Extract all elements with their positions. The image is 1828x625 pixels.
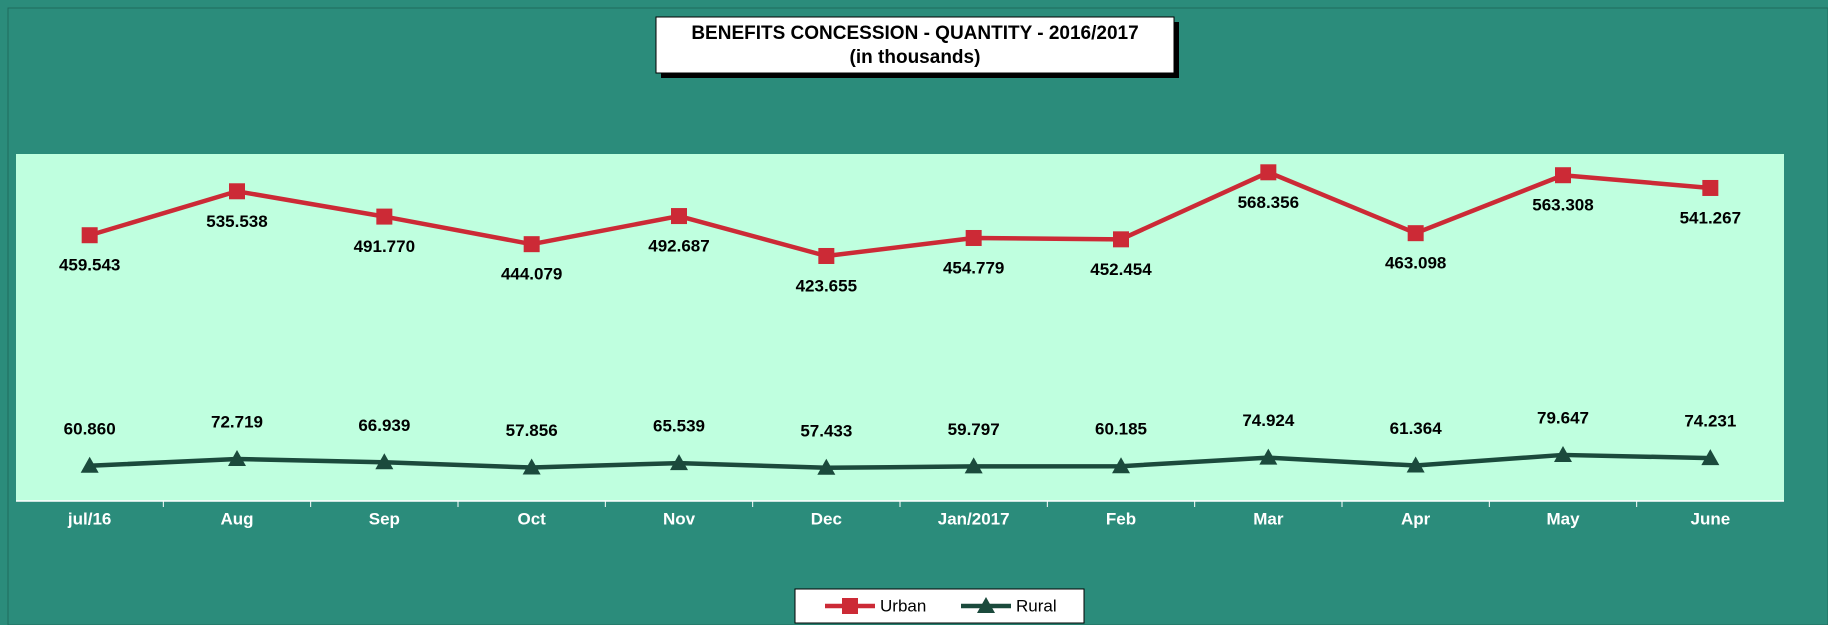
x-tick-label: Dec (811, 509, 842, 528)
data-point (671, 208, 687, 225)
data-label: 57.856 (506, 421, 558, 440)
x-tick-label: Mar (1253, 509, 1284, 528)
data-label: 61.364 (1390, 419, 1443, 438)
data-label: 463.098 (1385, 254, 1446, 273)
data-point (818, 247, 835, 264)
data-point (1113, 231, 1129, 248)
data-point (1701, 449, 1720, 466)
x-tick-label: Sep (369, 509, 400, 528)
data-label: 59.797 (948, 420, 1000, 439)
data-label: 452.454 (1090, 260, 1152, 279)
data-point (964, 457, 983, 474)
data-label: 60.185 (1095, 420, 1147, 439)
legend-marker (842, 598, 858, 614)
x-tick-label: Oct (517, 509, 546, 528)
data-point (523, 236, 540, 253)
data-point (1112, 457, 1130, 474)
data-point (1554, 445, 1572, 462)
data-label: 459.543 (59, 256, 120, 275)
data-label: 568.356 (1238, 193, 1299, 212)
data-label: 65.539 (653, 417, 705, 436)
data-point (522, 458, 541, 475)
data-label: 74.924 (1242, 411, 1295, 430)
data-label: 563.308 (1532, 196, 1593, 215)
data-point (817, 458, 836, 475)
data-point (965, 229, 982, 246)
data-label: 57.433 (800, 421, 852, 440)
x-tick-label: May (1546, 509, 1580, 528)
chart-title: BENEFITS CONCESSION - QUANTITY - 2016/20… (691, 23, 1138, 44)
x-tick-label: June (1690, 509, 1730, 528)
data-label: 492.687 (648, 237, 709, 256)
legend-label: Urban (880, 596, 926, 615)
title-box (655, 16, 1175, 74)
data-label: 60.860 (64, 419, 116, 438)
legend-label: Rural (1016, 596, 1057, 615)
x-tick-label: Nov (663, 509, 696, 528)
chart-border (7, 7, 1828, 625)
data-label: 72.719 (211, 412, 263, 431)
data-point (81, 227, 98, 244)
series-line (89, 170, 1711, 259)
data-point (229, 183, 245, 200)
data-point (228, 449, 246, 466)
x-tick-label: Jan/2017 (938, 509, 1010, 528)
data-point (1406, 456, 1425, 473)
chart-subtitle: (in thousands) (850, 47, 981, 68)
data-label: 423.655 (796, 276, 857, 295)
data-label: 491.770 (354, 237, 415, 256)
data-point (1407, 225, 1424, 242)
data-label: 66.939 (358, 416, 410, 435)
x-tick-label: Apr (1401, 509, 1431, 528)
data-point (1555, 167, 1571, 184)
data-label: 541.267 (1680, 208, 1741, 227)
data-point (670, 454, 688, 471)
x-tick-label: Feb (1106, 509, 1136, 528)
x-tick-label: jul/16 (67, 509, 111, 528)
legend-marker (977, 597, 995, 613)
data-point (1259, 448, 1278, 465)
plot-area (16, 154, 1784, 501)
data-label: 444.079 (501, 265, 562, 284)
data-point (1702, 179, 1719, 196)
data-label: 74.231 (1684, 412, 1736, 431)
data-point (80, 456, 99, 473)
data-point (376, 208, 393, 225)
series-line (89, 452, 1711, 471)
data-label: 535.538 (206, 212, 267, 231)
data-label: 79.647 (1537, 408, 1589, 427)
data-label: 454.779 (943, 258, 1004, 277)
data-point (375, 453, 394, 470)
x-tick-label: Aug (220, 509, 253, 528)
data-point (1260, 164, 1277, 181)
